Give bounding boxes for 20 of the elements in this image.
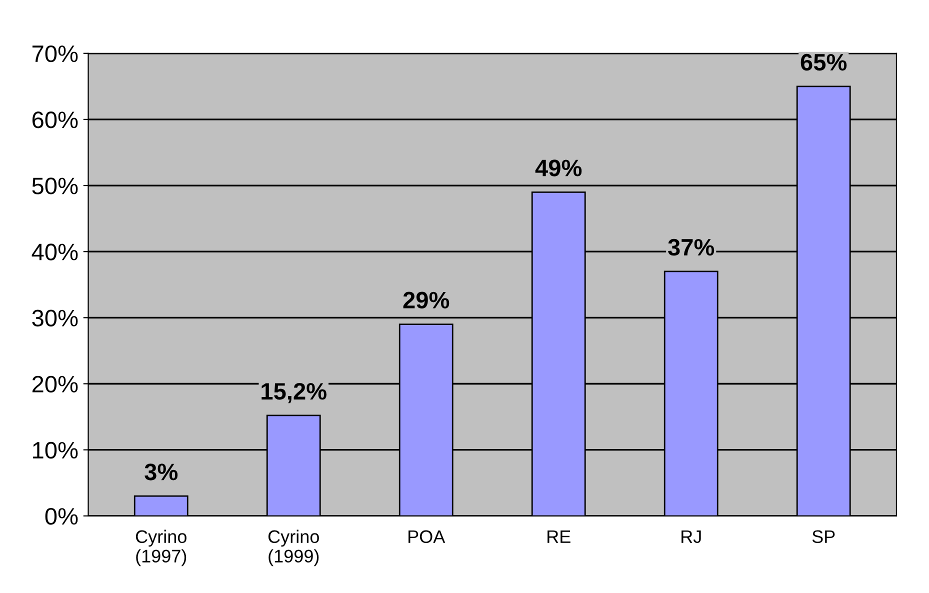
y-tick-label: 0% <box>45 508 78 525</box>
data-label: 29% <box>403 292 450 309</box>
y-tick-label: 50% <box>32 178 78 194</box>
data-label: 15,2% <box>262 382 326 404</box>
data-label: 3% <box>144 464 178 480</box>
x-tick-label: RJ <box>682 530 701 544</box>
y-tick-label: 20% <box>32 376 78 393</box>
y-tick-label: 60% <box>32 112 78 128</box>
x-tick-label: Cyrino (1999) <box>268 530 319 566</box>
y-tick-label: 40% <box>32 244 78 260</box>
x-tick-label: SP <box>812 530 835 544</box>
x-tick-label: POA <box>408 530 446 544</box>
data-label: 37% <box>668 238 714 256</box>
y-tick-label: 70% <box>32 45 78 62</box>
y-tick-label: 30% <box>32 310 78 326</box>
data-label: 65% <box>800 54 847 71</box>
x-tick-label: RE <box>548 530 570 543</box>
x-tick-label: Cyrino (1997) <box>136 530 186 566</box>
y-tick-label: 10% <box>33 442 78 459</box>
data-label: 49% <box>535 160 582 176</box>
